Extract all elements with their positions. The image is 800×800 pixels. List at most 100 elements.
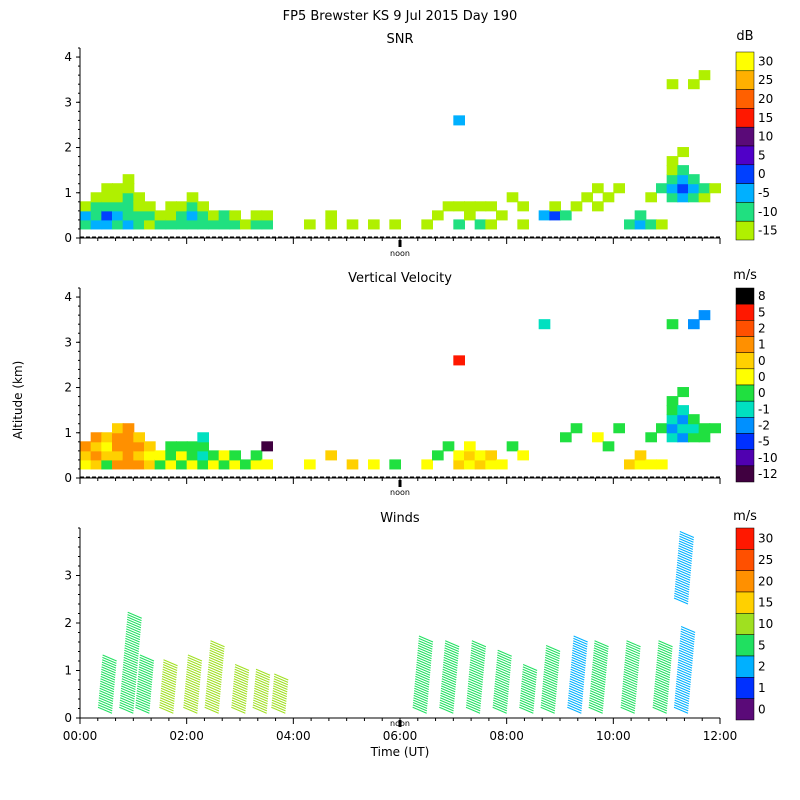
heatmap-cell	[656, 459, 668, 470]
heatmap-cell	[186, 201, 199, 212]
wind-barb	[588, 702, 604, 709]
colorbar-label: 1	[758, 338, 766, 352]
wind-barb	[100, 673, 116, 681]
y-axis-label: Altitude (km)	[11, 361, 25, 440]
wind-barb	[542, 680, 558, 688]
wind-barb	[100, 678, 115, 686]
wind-barb	[572, 647, 587, 655]
wind-barb	[161, 683, 176, 690]
heatmap-cell	[496, 459, 508, 470]
wind-barb	[413, 697, 428, 705]
heatmap-cell	[634, 459, 647, 470]
wind-barb	[593, 647, 609, 655]
heatmap-cell	[112, 219, 124, 230]
heatmap-cell	[666, 192, 679, 203]
heatmap-cell	[677, 165, 689, 176]
wind-barb	[204, 704, 220, 712]
y-tick-label: 4	[64, 290, 72, 304]
wind-barb	[138, 673, 153, 681]
heatmap-cell	[144, 210, 156, 221]
wind-barb	[594, 640, 609, 648]
wind-barb	[444, 649, 459, 657]
wind-barb	[519, 704, 534, 712]
heatmap-cell	[368, 219, 380, 230]
heatmap-cell	[453, 115, 465, 126]
wind-barb	[186, 666, 202, 674]
colorbar-label: 2	[758, 660, 766, 674]
heatmap-cell	[218, 210, 231, 221]
wind-barb	[206, 687, 221, 695]
wind-barb	[204, 702, 220, 709]
wind-barb	[676, 673, 692, 681]
wind-barb	[183, 704, 198, 712]
wind-barb	[652, 702, 668, 709]
wind-barb	[541, 694, 556, 702]
heatmap-cell	[112, 432, 124, 443]
wind-barb	[625, 649, 640, 657]
wind-barb	[162, 671, 177, 679]
heatmap-cell	[688, 183, 700, 194]
wind-barb	[139, 661, 154, 669]
wind-barb	[467, 683, 483, 690]
wind-barb	[496, 664, 511, 671]
wind-barb	[126, 618, 142, 626]
heatmap-cell	[165, 459, 177, 470]
winds-panel: Winds m/s noon 012300:0002:0004:0006:000…	[63, 509, 774, 743]
heatmap-cell	[197, 201, 209, 212]
heatmap-cell	[101, 450, 113, 461]
colorbar-swatch	[735, 320, 755, 337]
wind-barb	[162, 673, 177, 681]
wind-barb	[185, 678, 201, 686]
colorbar-swatch	[735, 449, 755, 467]
heatmap-cell	[218, 219, 231, 230]
wind-barb	[592, 666, 607, 674]
wind-barb	[674, 702, 689, 709]
wind-barb	[653, 692, 669, 700]
wind-barb	[234, 673, 249, 681]
heatmap-cell	[560, 432, 572, 443]
wind-barb	[255, 675, 270, 683]
wind-barb	[124, 649, 139, 657]
wind-barb	[234, 668, 249, 676]
wind-barb	[208, 661, 223, 669]
heatmap-cell	[698, 192, 711, 203]
wind-barb	[680, 635, 695, 643]
wind-barb	[676, 564, 692, 572]
wind-barb	[468, 673, 484, 681]
colorbar-label: -10	[758, 205, 778, 219]
wind-barb	[592, 656, 608, 664]
wind-barb	[570, 666, 586, 674]
wind-barb	[656, 666, 671, 674]
wind-barb	[253, 697, 268, 705]
wind-barb	[253, 694, 268, 702]
wind-barb	[254, 687, 269, 695]
colorbar-swatch	[735, 570, 755, 593]
wind-barb	[415, 671, 431, 679]
heatmap-cell	[154, 210, 167, 221]
wind-barb	[652, 704, 668, 712]
wind-barb	[678, 540, 694, 548]
wind-barb	[567, 704, 582, 712]
wind-barb	[125, 633, 141, 641]
snr-panel-title: SNR	[386, 32, 413, 47]
colorbar-swatch	[735, 126, 755, 147]
wind-barb	[253, 692, 269, 700]
heatmap-cell	[197, 450, 209, 461]
colorbar-swatch	[735, 549, 755, 571]
heatmap-cell	[709, 423, 721, 434]
colorbar-label: 20	[758, 92, 773, 106]
heatmap-cell	[112, 210, 124, 221]
heatmap-cell	[122, 450, 135, 461]
wind-barb	[274, 673, 289, 681]
heatmap-cell	[122, 441, 135, 452]
wind-barb	[414, 683, 429, 690]
wind-barb	[623, 675, 638, 683]
wind-barb	[252, 702, 268, 709]
wind-barb	[414, 680, 430, 688]
heatmap-cell	[464, 201, 476, 212]
wind-barb	[678, 652, 694, 660]
wind-barb	[121, 685, 136, 693]
colorbar-swatch	[735, 352, 755, 370]
wind-barb	[653, 694, 668, 702]
